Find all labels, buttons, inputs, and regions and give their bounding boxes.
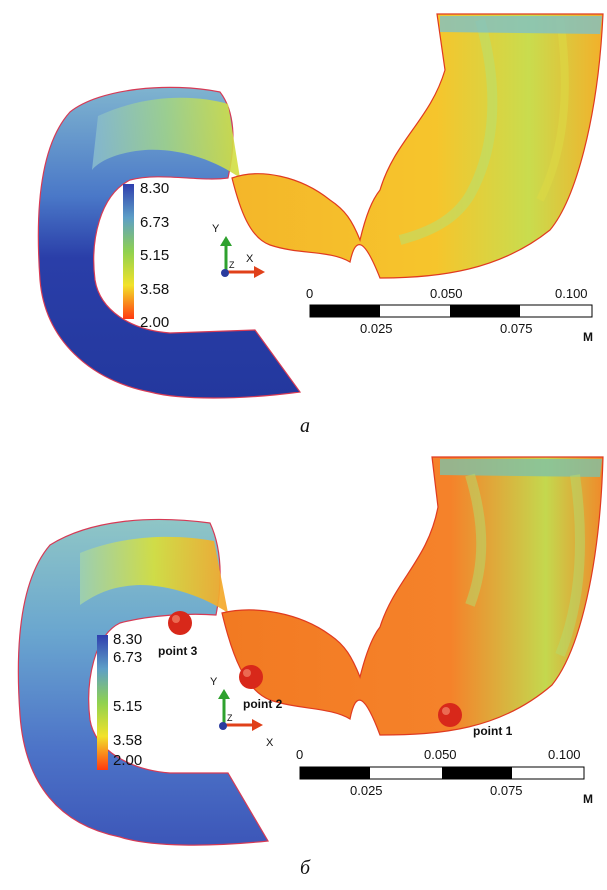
axis-triad: Y X Z xyxy=(212,223,265,278)
scale-tick: 0.100 xyxy=(555,286,588,301)
flow-region-bridge xyxy=(92,97,240,178)
scale-tick: 0.100 xyxy=(548,747,581,762)
scale-bar: 0 0.050 0.100 0.025 0.075 M xyxy=(306,286,593,344)
scale-tick: 0.050 xyxy=(430,286,463,301)
legend-tick: 3.58 xyxy=(140,281,169,298)
point-label: point 3 xyxy=(158,644,198,658)
panel-b: point 3 point 2 point 1 8.30 6.73 5.15 3… xyxy=(0,445,607,890)
scale-tick: 0.075 xyxy=(500,321,533,336)
panel-label: a xyxy=(300,415,310,437)
flow-field-b: point 3 point 2 point 1 8.30 6.73 5.15 3… xyxy=(17,456,604,846)
scale-bar: 0 0.050 0.100 0.025 0.075 M xyxy=(296,747,593,806)
axis-label-z: Z xyxy=(229,260,235,270)
point-label: point 2 xyxy=(243,697,283,711)
legend-tick: 5.15 xyxy=(140,247,169,264)
flow-region-left xyxy=(37,86,302,399)
legend-tick: 2.00 xyxy=(140,314,169,331)
probe-point-2: point 2 xyxy=(239,665,283,711)
axis-label-x: X xyxy=(266,737,274,749)
legend-tick: 6.73 xyxy=(140,214,169,231)
panel-a: 8.30 6.73 5.15 3.58 2.00 Y X Z 0 0.050 0… xyxy=(37,13,604,437)
point-label: point 1 xyxy=(473,724,513,738)
axis-label-x: X xyxy=(246,253,254,265)
legend-tick: 8.30 xyxy=(140,180,169,197)
flow-field-a: 8.30 6.73 5.15 3.58 2.00 Y X Z 0 0.050 0… xyxy=(37,13,604,399)
legend-tick: 2.00 xyxy=(113,752,142,769)
scale-tick: 0 xyxy=(296,747,303,762)
panel-label: б xyxy=(300,857,311,879)
legend-tick: 6.73 xyxy=(113,649,142,666)
axis-triad: Y X Z xyxy=(210,676,274,749)
legend-tick: 3.58 xyxy=(113,732,142,749)
legend-colorbar xyxy=(123,184,134,319)
scale-tick: 0.025 xyxy=(360,321,393,336)
axis-label-z: Z xyxy=(227,713,233,723)
legend-colorbar xyxy=(97,635,108,770)
scale-tick: 0.075 xyxy=(490,783,523,798)
legend-tick: 8.30 xyxy=(113,631,142,648)
scale-unit: M xyxy=(583,330,593,344)
scale-unit: M xyxy=(583,792,593,806)
flow-region-right xyxy=(221,456,604,736)
flow-region-right xyxy=(231,13,604,279)
scale-tick: 0.050 xyxy=(424,747,457,762)
axis-label-y: Y xyxy=(210,676,218,688)
scale-tick: 0 xyxy=(306,286,313,301)
axis-label-y: Y xyxy=(212,223,220,235)
flow-vein xyxy=(398,18,498,245)
probe-point-3: point 3 xyxy=(158,611,198,658)
flow-region-bridge xyxy=(80,536,228,613)
legend-tick: 5.15 xyxy=(113,698,142,715)
scale-tick: 0.025 xyxy=(350,783,383,798)
probe-point-1: point 1 xyxy=(438,703,513,738)
